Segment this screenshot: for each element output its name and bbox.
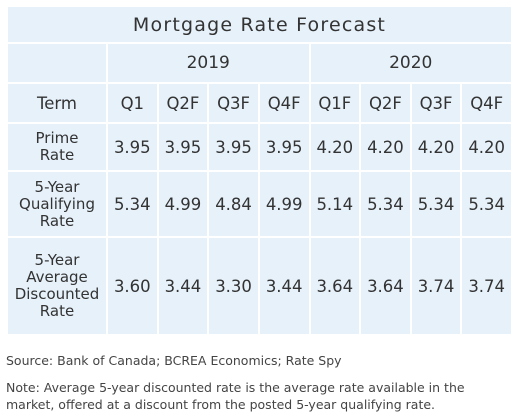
value-cell: 3.44 — [257, 236, 311, 336]
value-cell: 5.34 — [409, 170, 463, 238]
row-label-line: Qualifying — [19, 194, 95, 213]
value-cell: 3.64 — [359, 236, 412, 336]
quarter-header: Q1 — [106, 82, 159, 124]
value-cell: 4.99 — [156, 170, 210, 238]
value-cell: 3.95 — [106, 122, 159, 172]
source-note: Source: Bank of Canada; BCREA Economics;… — [6, 353, 342, 368]
value-cell: 3.74 — [409, 236, 463, 336]
row-label-line: Rate — [39, 302, 75, 320]
row-label-line: Rate — [39, 211, 75, 230]
term-header: Term — [6, 82, 108, 124]
footnote: Note: Average 5-year discounted rate is … — [6, 380, 465, 412]
value-cell: 3.95 — [257, 122, 311, 172]
value-cell: 5.34 — [460, 170, 513, 238]
value-cell: 4.20 — [409, 122, 463, 172]
year-corner-cell — [6, 42, 108, 84]
quarter-header: Q4F — [460, 82, 513, 124]
table-row: 5-Year Average Discounted Rate 3.60 3.44 3.… — [6, 236, 513, 336]
row-label-line: Prime — [35, 129, 79, 147]
value-cell: 3.64 — [308, 236, 362, 336]
value-cell: 5.34 — [106, 170, 159, 238]
row-label: Prime Rate — [6, 122, 108, 172]
table-title: Mortgage Rate Forecast — [6, 5, 513, 44]
value-cell: 4.20 — [460, 122, 513, 172]
quarter-header: Q2F — [156, 82, 210, 124]
value-cell: 3.30 — [207, 236, 260, 336]
value-cell: 3.95 — [156, 122, 210, 172]
value-cell: 4.20 — [359, 122, 412, 172]
table-row: 5-Year Qualifying Rate 5.34 4.99 4.84 4.99… — [6, 170, 513, 238]
value-cell: 4.99 — [257, 170, 311, 238]
quarter-header: Q3F — [409, 82, 463, 124]
value-cell: 5.34 — [359, 170, 412, 238]
row-label-line: Discounted — [14, 285, 100, 303]
quarter-header: Q2F — [359, 82, 412, 124]
row-label-line: Rate — [39, 146, 75, 164]
forecast-table: Mortgage Rate Forecast 2019 2020 Term Q1… — [6, 5, 513, 336]
row-label: 5-Year Average Discounted Rate — [6, 236, 108, 336]
row-label-line: Average — [26, 268, 88, 286]
value-cell: 3.95 — [207, 122, 260, 172]
value-cell: 4.20 — [308, 122, 362, 172]
row-label-line: 5-Year — [34, 251, 80, 269]
value-cell: 3.60 — [106, 236, 159, 336]
year-2019-header: 2019 — [106, 42, 311, 84]
year-2020-header: 2020 — [308, 42, 513, 84]
row-label-line: 5-Year — [34, 177, 80, 196]
quarter-header: Q1F — [308, 82, 362, 124]
table-row: Prime Rate 3.95 3.95 3.95 3.95 4.20 4.20 … — [6, 122, 513, 172]
row-label: 5-Year Qualifying Rate — [6, 170, 108, 238]
value-cell: 3.44 — [156, 236, 210, 336]
value-cell: 5.14 — [308, 170, 362, 238]
quarter-header: Q3F — [207, 82, 260, 124]
quarter-header: Q4F — [257, 82, 311, 124]
value-cell: 3.74 — [460, 236, 513, 336]
value-cell: 4.84 — [207, 170, 260, 238]
